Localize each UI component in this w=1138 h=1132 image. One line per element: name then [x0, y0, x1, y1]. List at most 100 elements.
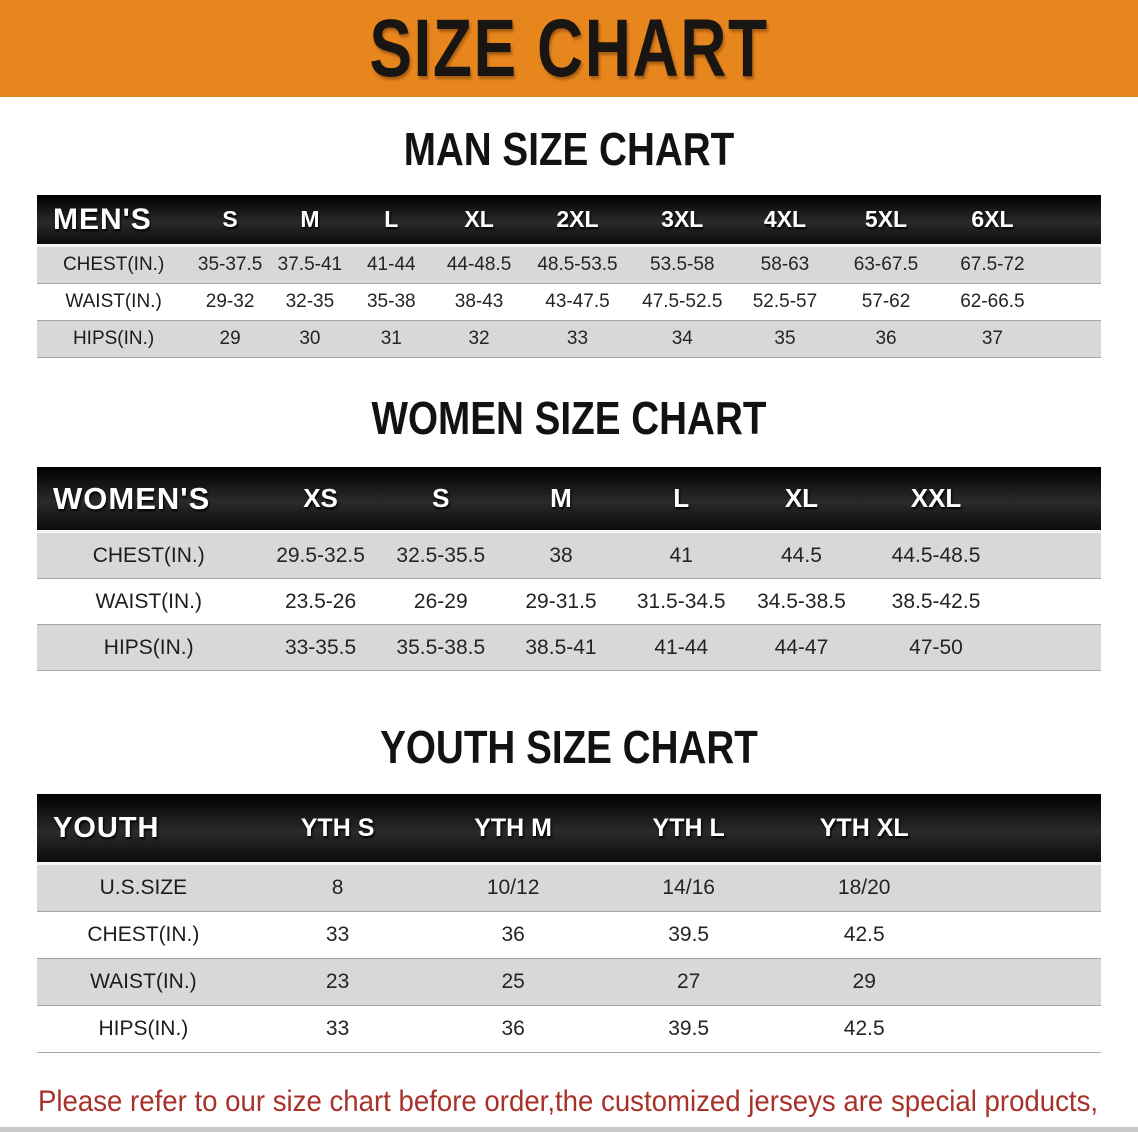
- column-header: S: [190, 195, 270, 247]
- table-cell: 29: [776, 958, 952, 1006]
- table-cell: 32: [432, 320, 526, 358]
- table-header-group: YOUTH YTH S YTH M YTH L YTH XL: [37, 794, 1101, 865]
- filler-cell: [1010, 578, 1101, 625]
- table-header-group: WOMEN'S XS S M L XL XXL: [37, 467, 1101, 533]
- table-cell: 37: [937, 320, 1048, 358]
- table-cell: 33: [249, 1005, 426, 1053]
- table-row: HIPS(IN.) 29 30 31 32 33 34 35 36 37: [37, 320, 1101, 358]
- youth-size-table: YOUTH YTH S YTH M YTH L YTH XL U.S.SIZE 8 10/12…: [37, 794, 1101, 1053]
- column-header: XL: [432, 195, 526, 247]
- table-cell: 38: [500, 531, 622, 579]
- table-cell: 27: [600, 958, 777, 1006]
- column-header: YTH XL: [776, 794, 952, 865]
- row-label: WAIST(IN.): [37, 578, 261, 625]
- column-header: M: [270, 195, 350, 247]
- column-header: YTH M: [425, 794, 601, 865]
- order-notice: Please refer to our size chart before or…: [38, 1080, 1138, 1132]
- table-cell: 35.5-38.5: [380, 624, 501, 671]
- column-header: 4XL: [734, 195, 835, 247]
- table-cell: 58-63: [734, 245, 835, 284]
- table-row: CHEST(IN.) 33 36 39.5 42.5: [37, 911, 1101, 959]
- column-header: 6XL: [937, 195, 1048, 247]
- table-row: CHEST(IN.) 29.5-32.5 32.5-35.5 38 41 44.5 44.5…: [37, 531, 1101, 579]
- row-label: HIPS(IN.): [37, 320, 191, 358]
- row-label: HIPS(IN.): [37, 1005, 250, 1053]
- column-header: 3XL: [629, 195, 735, 247]
- table-row: CHEST(IN.) 35-37.5 37.5-41 41-44 44-48.5 48.5…: [37, 245, 1101, 284]
- table-cell: 18/20: [776, 863, 952, 912]
- row-label: HIPS(IN.): [37, 624, 261, 671]
- table-corner-label: YOUTH: [37, 794, 250, 865]
- filler-cell: [1010, 467, 1101, 533]
- table-row: HIPS(IN.) 33 36 39.5 42.5: [37, 1005, 1101, 1053]
- banner: SIZE CHART: [0, 0, 1138, 97]
- table-row: WAIST(IN.) 23.5-26 26-29 29-31.5 31.5-34.5 34…: [37, 578, 1101, 625]
- row-label: CHEST(IN.): [37, 911, 250, 959]
- table-cell: 29: [190, 320, 270, 358]
- table-body: U.S.SIZE 8 10/12 14/16 18/20 CHEST(IN.) 33 36 39…: [37, 863, 1101, 1053]
- mens-size-table: MEN'S S M L XL 2XL 3XL 4XL 5XL 6XL CHEST(IN.) 35-37…: [37, 195, 1101, 358]
- women-section: WOMEN SIZE CHART WOMEN'S XS S M L XL XXL CHEST(…: [0, 395, 1138, 671]
- column-header: 2XL: [525, 195, 630, 247]
- table-cell: 44-47: [741, 624, 862, 671]
- table-cell: 63-67.5: [834, 245, 938, 284]
- column-header: XXL: [861, 467, 1011, 533]
- table-cell: 33-35.5: [260, 624, 381, 671]
- table-cell: 41-44: [621, 624, 742, 671]
- table-cell: 8: [249, 863, 426, 912]
- table-cell: 44.5-48.5: [861, 531, 1011, 579]
- table-cell: 44-48.5: [432, 245, 526, 284]
- table-cell: 37.5-41: [270, 245, 350, 284]
- table-row: HIPS(IN.) 33-35.5 35.5-38.5 38.5-41 41-44 44-…: [37, 624, 1101, 671]
- filler-cell: [1047, 283, 1101, 321]
- table-cell: 62-66.5: [937, 283, 1048, 321]
- table-cell: 38-43: [432, 283, 526, 321]
- table-cell: 26-29: [380, 578, 501, 625]
- table-cell: 67.5-72: [937, 245, 1048, 284]
- men-section-heading: MAN SIZE CHART: [403, 123, 735, 175]
- column-header: L: [349, 195, 433, 247]
- table-corner-label: MEN'S: [37, 195, 191, 247]
- table-cell: 33: [249, 911, 426, 959]
- table-cell: 29.5-32.5: [260, 531, 381, 579]
- table-cell: 32.5-35.5: [380, 531, 501, 579]
- table-cell: 39.5: [600, 911, 777, 959]
- filler-cell: [1047, 195, 1101, 247]
- table-cell: 14/16: [600, 863, 777, 912]
- table-row: WAIST(IN.) 23 25 27 29: [37, 958, 1101, 1006]
- filler-cell: [951, 1005, 1101, 1053]
- column-header: YTH S: [249, 794, 426, 865]
- table-cell: 38.5-41: [500, 624, 622, 671]
- table-cell: 29-31.5: [500, 578, 622, 625]
- table-cell: 25: [425, 958, 601, 1006]
- table-cell: 48.5-53.5: [525, 245, 630, 284]
- table-body: CHEST(IN.) 35-37.5 37.5-41 41-44 44-48.5 48.5…: [37, 245, 1101, 358]
- table-body: CHEST(IN.) 29.5-32.5 32.5-35.5 38 41 44.5 44.5…: [37, 531, 1101, 671]
- table-cell: 38.5-42.5: [861, 578, 1011, 625]
- table-cell: 42.5: [776, 1005, 952, 1053]
- table-cell: 36: [834, 320, 938, 358]
- table-cell: 29-32: [190, 283, 270, 321]
- table-cell: 52.5-57: [734, 283, 835, 321]
- table-header-group: MEN'S S M L XL 2XL 3XL 4XL 5XL 6XL: [37, 195, 1101, 247]
- table-cell: 41: [621, 531, 742, 579]
- table-cell: 31: [349, 320, 433, 358]
- table-cell: 53.5-58: [629, 245, 735, 284]
- table-cell: 36: [425, 911, 601, 959]
- filler-cell: [1047, 320, 1101, 358]
- table-cell: 57-62: [834, 283, 938, 321]
- filler-cell: [1010, 531, 1101, 579]
- table-cell: 39.5: [600, 1005, 777, 1053]
- table-cell: 10/12: [425, 863, 601, 912]
- table-cell: 33: [525, 320, 630, 358]
- column-header: YTH L: [600, 794, 777, 865]
- table-cell: 34.5-38.5: [741, 578, 862, 625]
- column-header: XS: [260, 467, 381, 533]
- women-section-heading: WOMEN SIZE CHART: [371, 392, 767, 444]
- column-header: S: [380, 467, 501, 533]
- table-cell: 23: [249, 958, 426, 1006]
- table-cell: 41-44: [349, 245, 433, 284]
- row-label: CHEST(IN.): [37, 245, 191, 284]
- table-header-row: WOMEN'S XS S M L XL XXL: [37, 467, 1101, 533]
